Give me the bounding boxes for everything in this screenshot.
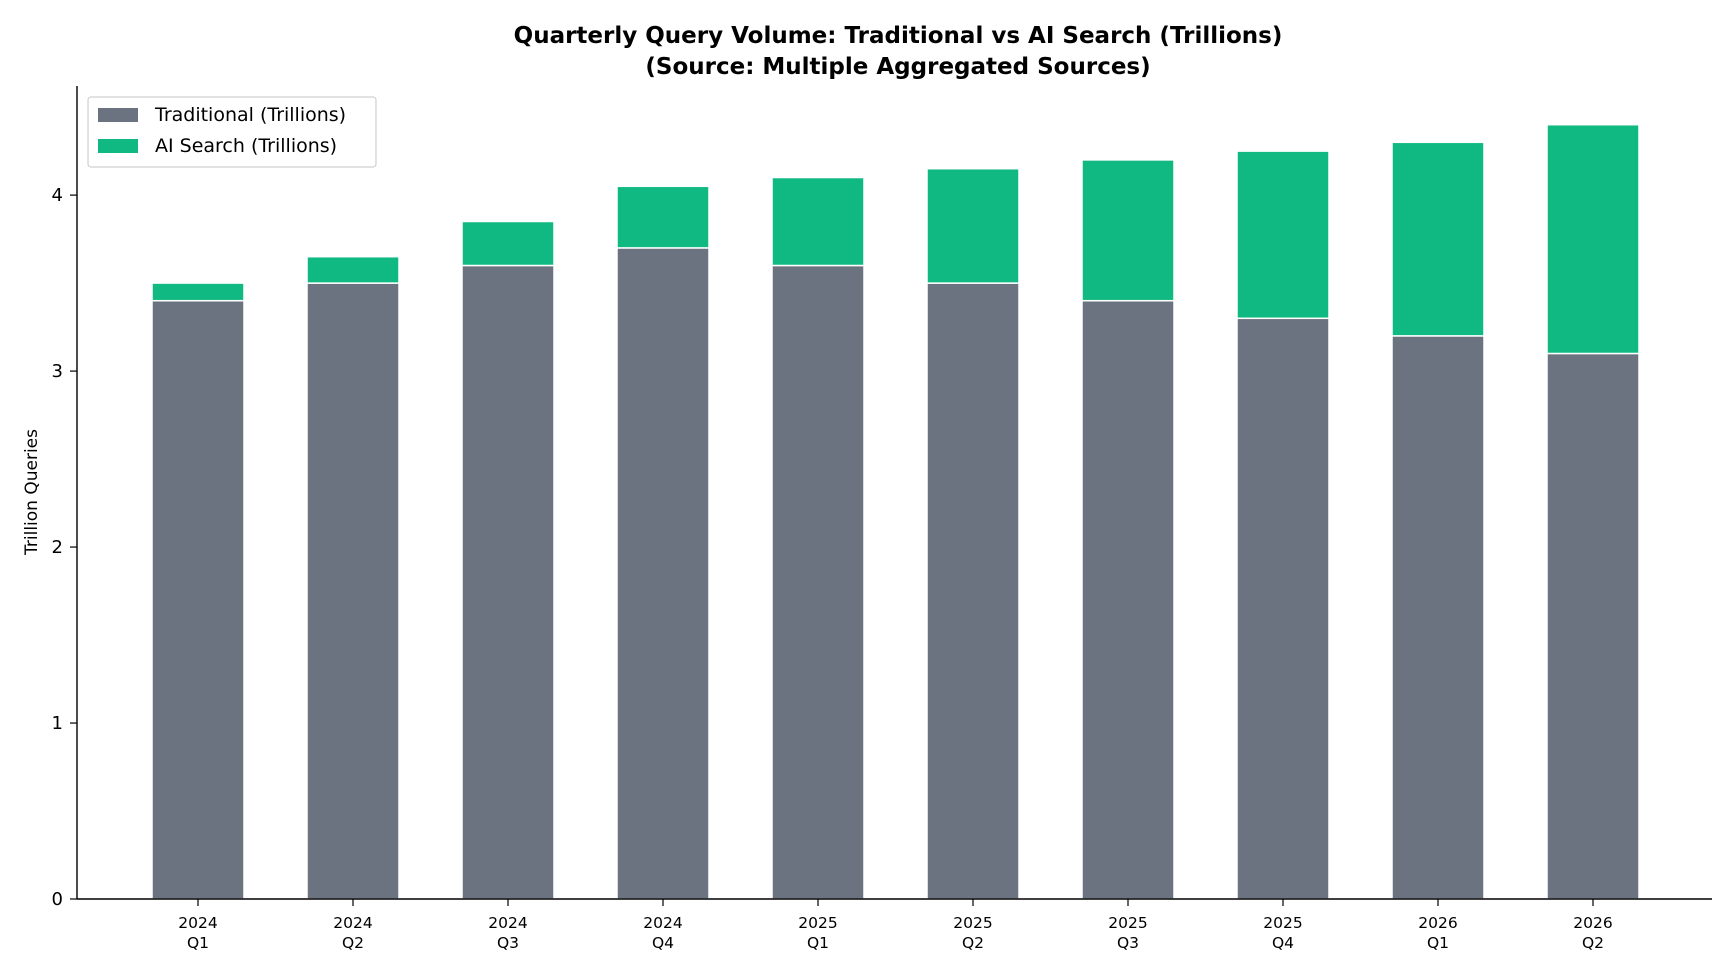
bar-traditional-9 (1546, 352, 1640, 900)
chart-subtitle: (Source: Multiple Aggregated Sources) (645, 54, 1150, 80)
x-tick-label-0: 2024 Q1 (178, 914, 217, 952)
bar-ai-search-8 (1391, 141, 1485, 337)
bar-traditional-2 (461, 264, 555, 900)
bar-ai-search-4 (771, 176, 865, 267)
x-tick-label-4: 2025 Q1 (798, 914, 837, 952)
legend-label-traditional: Traditional (Trillions) (154, 104, 346, 126)
legend-frame (87, 96, 377, 168)
x-tick-label-2: 2024 Q3 (488, 914, 527, 952)
bars-group (151, 123, 1640, 900)
bar-traditional-7 (1236, 317, 1330, 900)
bar-traditional-0 (151, 299, 245, 900)
legend-swatch-traditional (98, 108, 138, 122)
bar-traditional-1 (306, 282, 400, 900)
bar-traditional-8 (1391, 335, 1485, 900)
y-axis-label: Trillion Queries (22, 429, 42, 556)
bar-traditional-6 (1081, 299, 1175, 900)
bar-ai-search-7 (1236, 150, 1330, 320)
y-tick-label-1: 1 (52, 713, 63, 734)
bar-ai-search-0 (151, 282, 245, 302)
legend: Traditional (Trillions) AI Search (Trilli… (87, 96, 377, 168)
legend-swatch-ai-search (98, 139, 138, 153)
bar-ai-search-2 (461, 220, 555, 267)
x-tick-label-7: 2025 Q4 (1263, 914, 1302, 952)
bar-ai-search-5 (926, 167, 1020, 284)
x-tick-label-9: 2026 Q2 (1573, 914, 1612, 952)
y-tick-label-4: 4 (52, 185, 63, 206)
y-tick-label-0: 0 (52, 889, 63, 910)
bar-traditional-3 (616, 247, 710, 900)
bar-ai-search-6 (1081, 159, 1175, 302)
bar-traditional-4 (771, 264, 865, 900)
y-tick-label-2: 2 (52, 537, 63, 558)
x-tick-label-3: 2024 Q4 (643, 914, 682, 952)
x-tick-label-5: 2025 Q2 (953, 914, 992, 952)
bar-traditional-5 (926, 282, 1020, 900)
x-tick-label-8: 2026 Q1 (1418, 914, 1457, 952)
bar-ai-search-3 (616, 185, 710, 249)
x-tick-label-6: 2025 Q3 (1108, 914, 1147, 952)
chart-title: Quarterly Query Volume: Traditional vs A… (514, 23, 1283, 49)
bar-ai-search-9 (1546, 123, 1640, 355)
y-tick-label-3: 3 (52, 361, 63, 382)
legend-label-ai-search: AI Search (Trillions) (155, 135, 337, 157)
x-ticks-group: 2024 Q1 2024 Q2 2024 Q3 2024 Q4 2025 Q1 2025 Q2 2025… (178, 899, 1613, 952)
x-tick-label-1: 2024 Q2 (333, 914, 372, 952)
bar-ai-search-1 (306, 255, 400, 284)
y-ticks-group: 0 1 2 3 4 (52, 185, 77, 910)
